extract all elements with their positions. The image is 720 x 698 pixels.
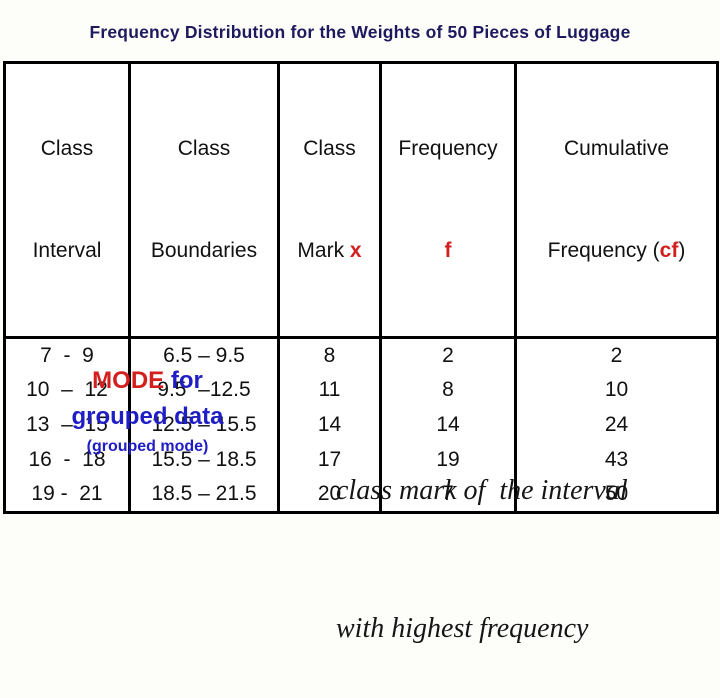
header-line: Frequency [398,137,498,160]
header-frequency-symbol: f [444,239,452,262]
header-cf-post: ) [678,239,686,262]
table-row: 13 – 15 12.5 – 15.5 14 14 24 [3,407,719,443]
table-row: 10 – 12 9.5 –12.5 11 8 10 [3,372,719,408]
table-row: 16 - 18 15.5 – 18.5 17 19 43 [3,442,719,478]
cell-frequency: 19 [379,442,517,478]
header-cumulative-frequency: Cumulative Frequency (cf) [514,61,719,339]
header-line: Class [40,137,94,160]
cell-boundaries: 12.5 – 15.5 [128,407,280,443]
handwritten-note: class mark of the interval with highest … [336,376,628,698]
cell-cumulative: 10 [514,372,719,408]
table-header-row: Class Interval Class Boundaries Class Ma… [3,61,719,339]
table-row: 19 - 21 18.5 – 21.5 20 7 50 [3,477,719,514]
cell-cumulative: 43 [514,442,719,478]
mode-heading-block: MODE for grouped data (grouped mode) [40,362,255,460]
cell-interval: 7 - 9 [3,337,131,373]
header-line: Cumulative [563,137,670,160]
cell-mark: 11 [277,372,382,408]
header-cf-pre: Frequency ( [547,239,660,262]
frequency-distribution-table: Class Interval Class Boundaries Class Ma… [3,61,719,514]
header-mark-symbol: x [349,239,362,262]
cell-frequency: 2 [379,337,517,373]
cell-interval: 19 - 21 [3,477,131,514]
header-class-mark: Class Mark x [277,61,382,339]
header-line: Class [177,137,231,160]
mode-heading-line3: (grouped mode) [86,438,209,455]
cell-mark: 17 [277,442,382,478]
header-cf-symbol: cf [659,239,679,262]
header-class-interval: Class Interval [3,61,131,339]
cell-interval: 16 - 18 [3,442,131,478]
cell-cumulative: 24 [514,407,719,443]
header-line: Class [303,137,356,160]
cell-boundaries: 6.5 – 9.5 [128,337,280,373]
header-line: Interval [32,239,102,262]
table-row: 7 - 9 6.5 – 9.5 8 2 2 [3,337,719,373]
mode-heading-line1: MODE for [40,362,255,400]
note-line2: with highest frequency [336,613,589,644]
cell-mark: 14 [277,407,382,443]
cell-interval: 13 – 15 [3,407,131,443]
cell-frequency: 14 [379,407,517,443]
header-line: Mark x [282,234,378,268]
header-frequency: Frequency f [379,61,517,339]
header-line: Frequency (cf) [519,234,715,268]
cell-boundaries: 18.5 – 21.5 [128,477,280,514]
table-body: 7 - 9 6.5 – 9.5 8 2 2 10 – 12 9.5 –12.5 … [3,337,719,514]
cell-cumulative: 2 [514,337,719,373]
header-line: Boundaries [150,239,258,262]
mode-word: MODE [92,367,165,394]
cell-cumulative: 50 [514,477,719,514]
cell-boundaries: 9.5 –12.5 [128,372,280,408]
header-class-boundaries: Class Boundaries [128,61,280,339]
mode-heading-line2: grouped data [71,403,224,430]
slide-title: Frequency Distribution for the Weights o… [89,22,631,42]
header-mark-label: Mark [297,239,350,262]
cell-boundaries: 15.5 – 18.5 [128,442,280,478]
cell-frequency: 7 [379,477,517,514]
cell-frequency: 8 [379,372,517,408]
cell-interval: 10 – 12 [3,372,131,408]
cell-mark: 20 [277,477,382,514]
note-line1: class mark of the interval [336,475,628,506]
for-word: for [164,367,203,394]
cell-mark: 8 [277,337,382,373]
